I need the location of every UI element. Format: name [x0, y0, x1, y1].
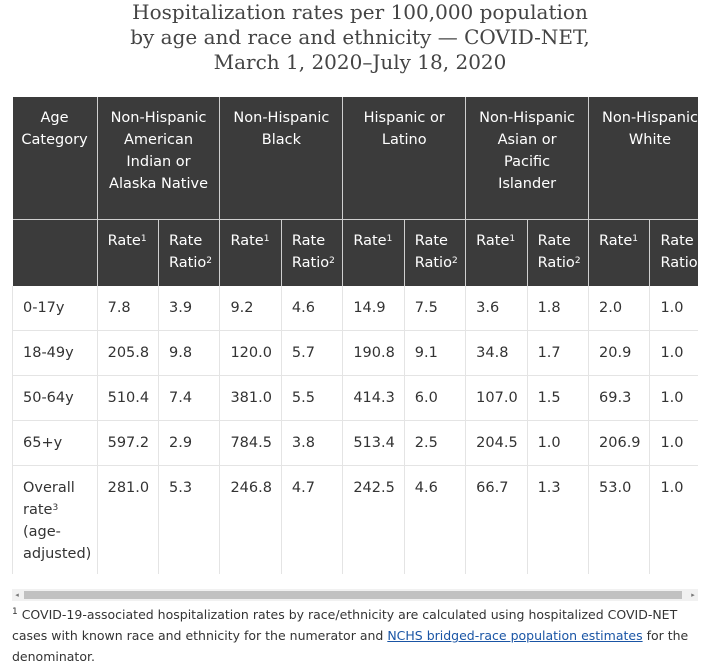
- table-cell: 205.8: [97, 330, 160, 376]
- table-cell: 414.3: [342, 375, 405, 421]
- footnote: 1 COVID-19-associated hospitalization ra…: [12, 604, 702, 667]
- table-cell: 1.0: [649, 286, 698, 331]
- footnote-marker: 1: [12, 607, 18, 617]
- table-cell: 9.1: [404, 330, 467, 376]
- table-row: 65+y 597.2 2.9 784.5 3.8 513.4 2.5 204.5…: [12, 420, 698, 466]
- group-header-row: Age Category Non-Hispanic American Indian o…: [12, 97, 698, 220]
- table-cell: 53.0: [588, 465, 651, 574]
- scrollbar-thumb[interactable]: [24, 591, 682, 599]
- table-cell: 3.9: [158, 286, 221, 331]
- group-header-aian: Non-Hispanic American Indian or Alaska Nati…: [97, 97, 221, 220]
- row-label: 50-64y: [12, 375, 98, 421]
- table-cell: 2.9: [158, 420, 221, 466]
- table-cell: 7.4: [158, 375, 221, 421]
- table-cell: 1.0: [649, 330, 698, 376]
- table-row: 18-49y 205.8 9.8 120.0 5.7 190.8 9.1 34.…: [12, 330, 698, 376]
- table-cell: 120.0: [219, 330, 282, 376]
- table-cell: 9.8: [158, 330, 221, 376]
- table-cell: 1.0: [527, 420, 590, 466]
- table-cell: 1.0: [649, 375, 698, 421]
- table-row: 50-64y 510.4 7.4 381.0 5.5 414.3 6.0 107…: [12, 375, 698, 421]
- table-cell: 3.8: [281, 420, 344, 466]
- hospitalization-table: Age Category Non-Hispanic American Indian o…: [12, 97, 698, 574]
- subheader-rate: Rate1: [97, 219, 160, 286]
- row-label-overall: Overall rate3 (age-adjusted): [12, 465, 98, 574]
- table-cell: 2.0: [588, 286, 651, 331]
- subheader-empty: [12, 219, 98, 286]
- row-label: 65+y: [12, 420, 98, 466]
- table-cell: 1.8: [527, 286, 590, 331]
- table-cell: 7.8: [97, 286, 160, 331]
- subheader-rate: Rate1: [588, 219, 651, 286]
- table-cell: 597.2: [97, 420, 160, 466]
- nchs-estimates-link[interactable]: NCHS bridged-race population estimates: [387, 628, 643, 643]
- table-cell: 34.8: [465, 330, 528, 376]
- table-cell: 14.9: [342, 286, 405, 331]
- table-cell: 281.0: [97, 465, 160, 574]
- table-cell: 4.7: [281, 465, 344, 574]
- table-cell: 246.8: [219, 465, 282, 574]
- table-cell: 4.6: [404, 465, 467, 574]
- table-cell: 7.5: [404, 286, 467, 331]
- table-cell: 66.7: [465, 465, 528, 574]
- table-cell: 190.8: [342, 330, 405, 376]
- table-cell: 1.5: [527, 375, 590, 421]
- footnote-text-before: COVID-19-associated hospitalization rate…: [12, 607, 678, 643]
- table-cell: 5.7: [281, 330, 344, 376]
- subheader-rate: Rate1: [219, 219, 282, 286]
- table-cell: 6.0: [404, 375, 467, 421]
- table-cell: 2.5: [404, 420, 467, 466]
- chart-title: Hospitalization rates per 100,000 popula…: [0, 0, 720, 75]
- group-header-hispanic: Hispanic or Latino: [342, 97, 467, 220]
- subheader-rate: Rate1: [465, 219, 528, 286]
- table-cell: 242.5: [342, 465, 405, 574]
- table-cell: 5.3: [158, 465, 221, 574]
- title-line-2: by age and race and ethnicity — COVID-NE…: [130, 25, 590, 49]
- table-cell: 69.3: [588, 375, 651, 421]
- subheader-rate: Rate1: [342, 219, 405, 286]
- table-cell: 107.0: [465, 375, 528, 421]
- horizontal-scrollbar[interactable]: ◂ ▸: [12, 589, 698, 601]
- table-cell: 1.0: [649, 465, 698, 574]
- title-line-3: March 1, 2020–July 18, 2020: [213, 50, 507, 74]
- table-cell: 510.4: [97, 375, 160, 421]
- table-cell: 1.3: [527, 465, 590, 574]
- table-cell: 20.9: [588, 330, 651, 376]
- table-cell: 204.5: [465, 420, 528, 466]
- table-cell: 381.0: [219, 375, 282, 421]
- table-row-overall: Overall rate3 (age-adjusted) 281.0 5.3 246…: [12, 465, 698, 574]
- row-label: 0-17y: [12, 286, 98, 331]
- table-row: 0-17y 7.8 3.9 9.2 4.6 14.9 7.5 3.6 1.8 2…: [12, 286, 698, 331]
- table-cell: 1.0: [649, 420, 698, 466]
- group-header-white: Non-Hispanic White: [588, 97, 698, 220]
- group-header-black: Non-Hispanic Black: [219, 97, 344, 220]
- table-cell: 3.6: [465, 286, 528, 331]
- scroll-right-icon[interactable]: ▸: [691, 591, 695, 599]
- table-cell: 206.9: [588, 420, 651, 466]
- table-scroll-container[interactable]: Age Category Non-Hispanic American Indian o…: [12, 97, 698, 574]
- group-header-asian-pi: Non-Hispanic Asian or Pacific Islander: [465, 97, 590, 220]
- table-cell: 1.7: [527, 330, 590, 376]
- scroll-left-icon[interactable]: ◂: [15, 591, 19, 599]
- subheader-row: Rate1 Rate Ratio2 Rate1 Rate Ratio2 Rate1 …: [12, 219, 698, 286]
- table-cell: 4.6: [281, 286, 344, 331]
- table-cell: 5.5: [281, 375, 344, 421]
- table-cell: 9.2: [219, 286, 282, 331]
- title-line-1: Hospitalization rates per 100,000 popula…: [132, 0, 588, 24]
- table-cell: 784.5: [219, 420, 282, 466]
- age-category-header: Age Category: [12, 97, 98, 220]
- row-label: 18-49y: [12, 330, 98, 376]
- table-cell: 513.4: [342, 420, 405, 466]
